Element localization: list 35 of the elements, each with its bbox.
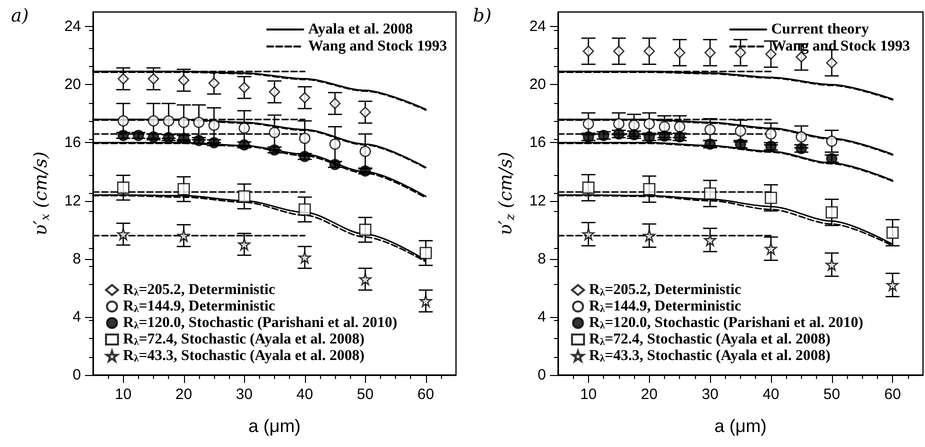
y-tick-label: 8 [538, 250, 546, 268]
x-tick-label: 30 [236, 386, 253, 403]
y-axis-title: υ′x (cm/s) [30, 151, 52, 236]
x-tick-label: 10 [580, 386, 597, 403]
y-tick-label: 12 [64, 192, 81, 210]
y-tick-label: 4 [72, 308, 81, 326]
x-tick-label: 20 [640, 386, 658, 403]
x-tick-label: 60 [417, 386, 434, 403]
chart-title: b) [473, 6, 492, 26]
x-tick-label: 10 [114, 386, 132, 403]
y-tick-label: 8 [72, 250, 81, 268]
legend-label: Wang and Stock 1993 [308, 38, 448, 54]
y-tick-label: 12 [529, 192, 546, 210]
x-tick-label: 20 [175, 386, 192, 403]
x-tick-label: 60 [884, 386, 901, 403]
x-tick-label: 40 [762, 386, 780, 403]
x-tick-label: 50 [356, 386, 374, 403]
y-tick-label: 4 [538, 308, 546, 326]
x-tick-label: 30 [702, 386, 718, 403]
y-tick-label: 24 [64, 18, 81, 36]
x-tick-label: 40 [296, 386, 314, 403]
legend-label: Ayala et al. 2008 [308, 22, 413, 38]
y-tick-label: 16 [64, 134, 81, 152]
y-axis-title: υ′z (cm/s) [496, 152, 517, 236]
x-tick-label: 50 [823, 386, 840, 403]
y-tick-label: 24 [529, 18, 546, 36]
legend-label: Current theory [771, 22, 870, 38]
x-axis-title: a (μm) [714, 416, 767, 436]
y-tick-label: 16 [529, 134, 546, 152]
y-tick-label: 0 [538, 366, 546, 384]
y-tick-label: 0 [72, 366, 81, 384]
chart-title: a) [11, 6, 29, 26]
y-tick-label: 20 [64, 76, 81, 94]
x-axis-title: a (μm) [248, 416, 301, 436]
y-tick-label: 20 [529, 76, 546, 94]
